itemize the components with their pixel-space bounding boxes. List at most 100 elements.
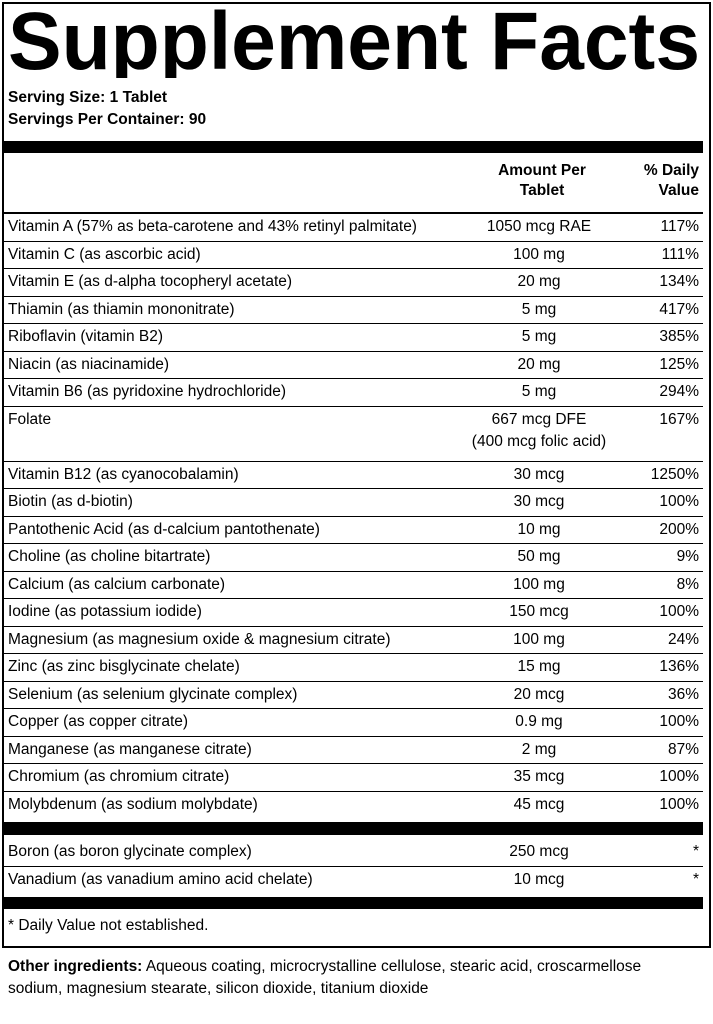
daily-value: 24% <box>667 630 699 648</box>
amount: 10 mg <box>464 519 614 541</box>
amount-value: 1050 mcg RAE <box>486 218 592 235</box>
nutrient-row: Iodine (as potassium iodide) 150 mcg 100% <box>4 599 703 627</box>
daily-value: 100% <box>659 603 699 620</box>
nutrient-row: Pantothenic Acid (as d-calcium pantothen… <box>4 517 703 544</box>
daily-value: 87% <box>667 740 699 758</box>
nutrient-row: Chromium (as chromium citrate) 35 mcg 100% <box>4 764 703 792</box>
dv-header: % Daily Value <box>643 162 699 199</box>
nutrient-row: Zinc (as zinc bisglycinate chelate) 15 mg… <box>4 654 703 682</box>
title-svg: Supplement Facts <box>8 2 700 78</box>
nutrient-name: Calcium (as calcium carbonate) <box>8 575 226 593</box>
other-ingredients: Other ingredients: Aqueous coating, micr… <box>8 956 698 1000</box>
nutrient-name: Manganese (as manganese citrate) <box>8 740 252 758</box>
amount: 5 mg <box>464 299 614 321</box>
amount: 150 mcg <box>464 601 614 623</box>
nutrient-row: Riboflavin (vitamin B2) 5 mg 385% <box>4 324 703 352</box>
nutrient-row: Niacin (as niacinamide) 20 mg 125% <box>4 352 703 379</box>
amount-value: 30 mcg <box>513 493 565 510</box>
daily-value: 136% <box>659 658 699 675</box>
nutrient-row: Copper (as copper citrate) 0.9 mg 100% <box>4 709 703 737</box>
daily-value: 117% <box>660 218 700 235</box>
nutrient-name: Vitamin A (57% as beta-carotene and 43% … <box>8 218 417 235</box>
amount-value: 5 mg <box>521 383 557 400</box>
nutrient-name: Selenium (as selenium glycinate complex) <box>8 685 298 703</box>
amount: 250 mcg <box>464 841 614 863</box>
amount-value: 2 mg <box>521 740 557 758</box>
amount: 30 mcg <box>464 464 614 486</box>
amount-value: 20 mg <box>517 355 561 373</box>
other-ingredients-label: Other ingredients: <box>8 958 143 975</box>
servings-per-container: Servings Per Container: 90 <box>8 111 207 128</box>
amount: 15 mg <box>464 656 614 678</box>
nutrient-row: Selenium (as selenium glycinate complex)… <box>4 682 703 709</box>
nutrient-name: Niacin (as niacinamide) <box>8 355 170 373</box>
nutrient-name: Chromium (as chromium citrate) <box>8 768 230 785</box>
nutrient-row: Magnesium (as magnesium oxide & magnesiu… <box>4 627 703 654</box>
daily-value: 134% <box>659 273 699 290</box>
amount: 35 mcg <box>464 766 614 788</box>
facts-panel <box>2 2 711 948</box>
amount-value: 100 mg <box>513 245 565 263</box>
amount-value: 20 mcg <box>513 685 565 703</box>
amount: 1050 mcg RAE <box>464 216 614 238</box>
nutrient-name: Magnesium (as magnesium oxide & magnesiu… <box>8 630 391 648</box>
nutrient-row: Choline (as choline bitartrate) 50 mg 9% <box>4 544 703 572</box>
daily-value: * <box>692 870 699 888</box>
amount-value: 10 mg <box>517 520 561 538</box>
amount-value: 5 mg <box>521 300 557 318</box>
nutrient-name: Molybdenum (as sodium molybdate) <box>8 795 258 813</box>
daily-value: 8% <box>676 575 699 593</box>
daily-value: 294% <box>659 383 699 400</box>
amount-value: 0.9 mg <box>515 713 563 730</box>
nutrient-row: Calcium (as calcium carbonate) 100 mg 8% <box>4 572 703 599</box>
nutrient-row: Vanadium (as vanadium amino acid chelate… <box>4 867 703 895</box>
nutrient-row: Biotin (as d-biotin) 30 mcg 100% <box>4 489 703 517</box>
daily-value: 100% <box>659 795 699 813</box>
nutrient-row: Vitamin B6 (as pyridoxine hydrochloride)… <box>4 379 703 407</box>
amount-header: Amount Per Tablet <box>498 162 586 199</box>
amount-value: 10 mcg <box>513 870 565 888</box>
amount: 45 mcg <box>464 794 614 816</box>
amount: 667 mcg DFE (400 mcg folic acid) <box>464 409 614 453</box>
amount-value: 250 mcg <box>509 843 569 860</box>
nutrient-name: Vanadium (as vanadium amino acid chelate… <box>8 870 313 888</box>
nutrient-row: Folate 667 mcg DFE (400 mcg folic acid) 167… <box>4 407 703 462</box>
daily-value: 200% <box>659 520 699 538</box>
amount-value: 5 mg <box>521 328 557 345</box>
serving-size: Serving Size: 1 Tablet <box>8 89 168 106</box>
daily-value: 9% <box>676 548 699 565</box>
daily-value: 100% <box>659 768 699 785</box>
nutrient-row: Vitamin A (57% as beta-carotene and 43% … <box>4 214 703 242</box>
amount: 20 mg <box>464 354 614 376</box>
amount-value: 100 mg <box>513 575 565 593</box>
nutrient-name: Biotin (as d-biotin) <box>8 493 133 510</box>
amount: 5 mg <box>464 381 614 403</box>
daily-value: 167% <box>659 410 699 428</box>
amount: 100 mg <box>464 629 614 651</box>
thick-rule <box>4 897 703 909</box>
nutrient-row: Thiamin (as thiamin mononitrate) 5 mg 417% <box>4 297 703 324</box>
amount-note: (400 mcg folic acid) <box>471 432 607 450</box>
amount-value: 100 mg <box>513 630 565 648</box>
nutrient-name: Choline (as choline bitartrate) <box>8 548 211 565</box>
amount-value: 20 mg <box>517 273 561 290</box>
nutrient-row: Boron (as boron glycinate complex) 250 mc… <box>4 839 703 867</box>
daily-value: 385% <box>659 328 699 345</box>
amount: 30 mcg <box>464 491 614 513</box>
amount-value: 15 mg <box>517 658 561 675</box>
column-header: Amount Per Tablet % Daily Value <box>4 154 703 214</box>
nutrient-name: Copper (as copper citrate) <box>8 713 189 730</box>
nutrient-name: Riboflavin (vitamin B2) <box>8 328 164 345</box>
daily-value: 111% <box>661 245 699 263</box>
amount: 5 mg <box>464 326 614 348</box>
daily-value: 125% <box>659 355 699 373</box>
nutrient-row: Manganese (as manganese citrate) 2 mg 87% <box>4 737 703 764</box>
amount: 100 mg <box>464 574 614 596</box>
amount-value: 667 mcg DFE <box>491 410 587 428</box>
thick-rule <box>4 141 703 153</box>
other-ingredients-text: Aqueous coating, microcrystalline cellul… <box>8 958 642 997</box>
nutrient-row: Vitamin E (as d-alpha tocopheryl acetate… <box>4 269 703 297</box>
nutrient-name: Pantothenic Acid (as d-calcium pantothen… <box>8 520 320 538</box>
amount-value: 50 mg <box>517 548 561 565</box>
